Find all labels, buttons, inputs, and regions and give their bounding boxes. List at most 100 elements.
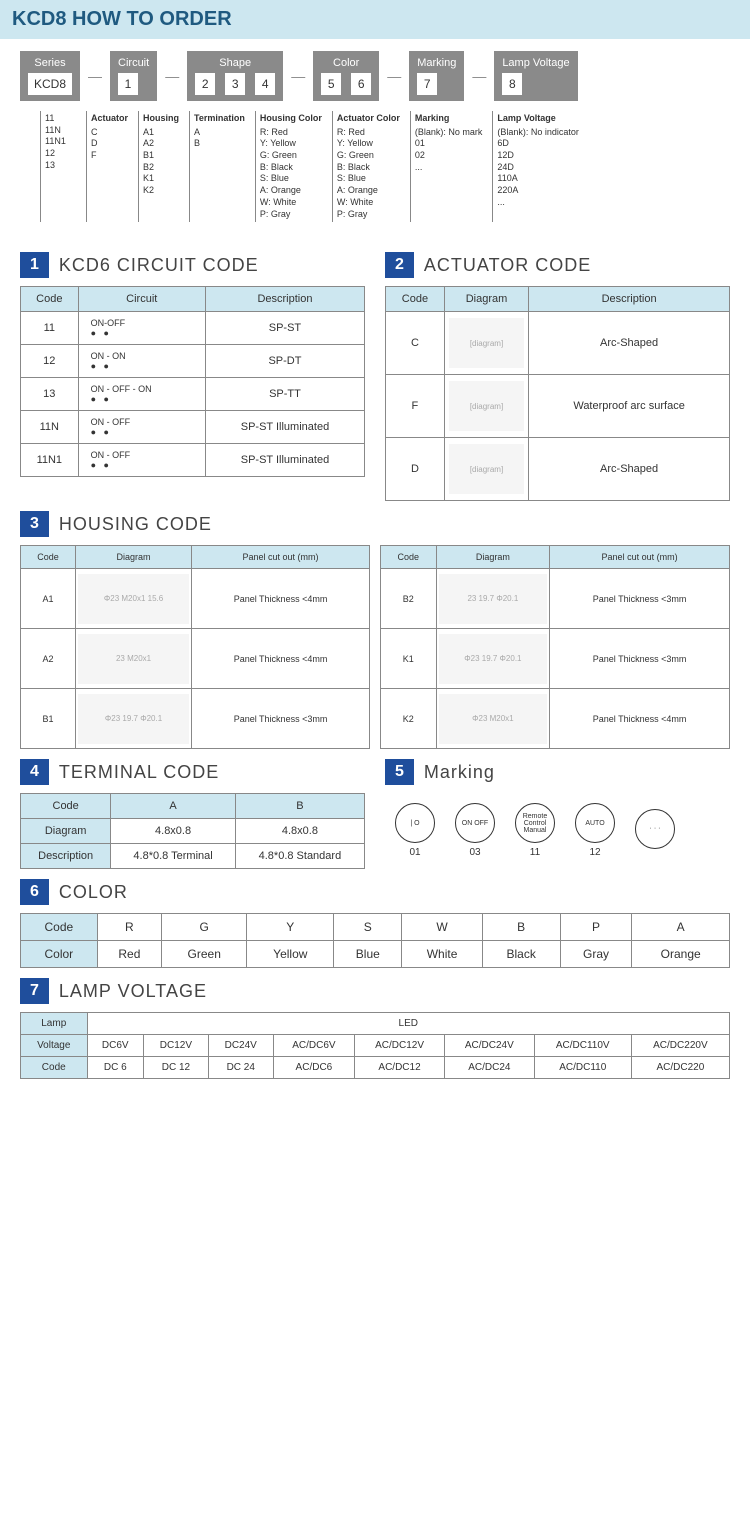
td: Arc-Shaped — [529, 312, 730, 375]
cell: Code — [21, 1057, 88, 1079]
cell: AC/DC12V — [355, 1035, 445, 1057]
td: B1 — [21, 689, 76, 749]
th: Code — [381, 546, 437, 569]
cell: Green — [162, 941, 247, 968]
option-column: ActuatorCDF — [86, 111, 132, 222]
cell: AC/DC24 — [444, 1057, 534, 1079]
td: Panel Thickness <3mm — [550, 629, 730, 689]
td: [diagram] — [444, 312, 528, 375]
cell: W — [402, 914, 482, 941]
actuator-table: CodeDiagramDescriptionC[diagram]Arc-Shap… — [385, 286, 730, 501]
cell: Yellow — [247, 941, 334, 968]
cell: Red — [97, 941, 161, 968]
td: SP-TT — [205, 378, 364, 411]
cell: AC/DC6V — [273, 1035, 354, 1057]
title-3: HOUSING CODE — [59, 514, 212, 535]
option-column: Lamp Voltage(Blank): No indicator6D12D24… — [492, 111, 583, 222]
td: Arc-Shaped — [529, 438, 730, 501]
td: Panel Thickness <4mm — [550, 689, 730, 749]
td: 13 — [21, 378, 79, 411]
section-housing: 3 HOUSING CODE CodeDiagramPanel cut out … — [20, 511, 730, 749]
td: K1 — [381, 629, 437, 689]
cell: A — [632, 914, 730, 941]
option-column: Marking(Blank): No mark0102... — [410, 111, 487, 222]
table-row: A1Φ23 M20x1 15.6Panel Thickness <4mm — [21, 569, 370, 629]
section-circuit: 1 KCD6 CIRCUIT CODE CodeCircuitDescripti… — [20, 252, 365, 501]
section-lamp: 7 LAMP VOLTAGE LampLEDVoltageDC6VDC12VDC… — [20, 978, 730, 1079]
td: D — [386, 438, 445, 501]
td: ON-OFF● ● — [78, 312, 205, 345]
order-box: Color56 — [313, 51, 379, 101]
option-column: TerminationAB — [189, 111, 249, 222]
table-row: F[diagram]Waterproof arc surface — [386, 375, 730, 438]
cell: AC/DC110V — [534, 1035, 631, 1057]
dash: — — [88, 68, 102, 84]
td: Panel Thickness <3mm — [192, 689, 370, 749]
td: 4.8x0.8 — [235, 819, 364, 844]
td: 11 — [21, 312, 79, 345]
order-box: Shape234 — [187, 51, 283, 101]
td: Φ23 M20x1 15.6 — [76, 569, 192, 629]
dash: — — [472, 68, 486, 84]
td: K2 — [381, 689, 437, 749]
th: Description — [205, 287, 364, 312]
cell: DC 6 — [87, 1057, 143, 1079]
section-color: 6 COLOR CodeRGYSWBPAColorRedGreenYellowB… — [20, 879, 730, 968]
td: ON - ON● ● — [78, 345, 205, 378]
option-column: Housing ColorR: RedY: YellowG: GreenB: B… — [255, 111, 326, 222]
td: Description — [21, 844, 111, 869]
circuit-table: CodeCircuitDescription11ON-OFF● ●SP-ST12… — [20, 286, 365, 477]
title-6: COLOR — [59, 882, 128, 903]
td: [diagram] — [444, 375, 528, 438]
td: SP-DT — [205, 345, 364, 378]
td: ON - OFF - ON● ● — [78, 378, 205, 411]
table-row: 11N1ON - OFF● ●SP-ST Illuminated — [21, 444, 365, 477]
td: 12 — [21, 345, 79, 378]
table-row: Description4.8*0.8 Terminal4.8*0.8 Stand… — [21, 844, 365, 869]
th: Diagram — [76, 546, 192, 569]
td: [diagram] — [444, 438, 528, 501]
td: A2 — [21, 629, 76, 689]
td: SP-ST Illuminated — [205, 411, 364, 444]
cell: Black — [482, 941, 560, 968]
cell: AC/DC12 — [355, 1057, 445, 1079]
cell: LED — [87, 1013, 729, 1035]
dash: — — [387, 68, 401, 84]
cell: Code — [21, 914, 98, 941]
table-row: B1Φ23 19.7 Φ20.1Panel Thickness <3mm — [21, 689, 370, 749]
th: Code — [21, 546, 76, 569]
th: Code — [386, 287, 445, 312]
cell: P — [560, 914, 632, 941]
title-5: Marking — [424, 762, 495, 783]
cell: DC24V — [208, 1035, 273, 1057]
table-row: 11ON-OFF● ●SP-ST — [21, 312, 365, 345]
cell: Y — [247, 914, 334, 941]
td: 4.8x0.8 — [111, 819, 236, 844]
cell: AC/DC220 — [631, 1057, 729, 1079]
th: Diagram — [436, 546, 550, 569]
cell: Gray — [560, 941, 632, 968]
badge-1: 1 — [20, 252, 49, 278]
td: Panel Thickness <4mm — [192, 569, 370, 629]
td: Panel Thickness <4mm — [192, 629, 370, 689]
section-actuator: 2 ACTUATOR CODE CodeDiagramDescriptionC[… — [385, 252, 730, 501]
cell: AC/DC6 — [273, 1057, 354, 1079]
cell: DC12V — [144, 1035, 209, 1057]
cell: White — [402, 941, 482, 968]
option-column: HousingA1A2B1B2K1K2 — [138, 111, 183, 222]
td: 11N — [21, 411, 79, 444]
cell: R — [97, 914, 161, 941]
cell: DC 12 — [144, 1057, 209, 1079]
th: Code — [21, 794, 111, 819]
marking-item: | O01 — [395, 803, 435, 858]
cell: AC/DC24V — [444, 1035, 534, 1057]
order-box: Lamp Voltage8 — [494, 51, 577, 101]
title-7: LAMP VOLTAGE — [59, 981, 207, 1002]
td: 23 19.7 Φ20.1 — [436, 569, 550, 629]
td: ON - OFF● ● — [78, 444, 205, 477]
marking-item: AUTO12 — [575, 803, 615, 858]
td: 4.8*0.8 Terminal — [111, 844, 236, 869]
td: SP-ST Illuminated — [205, 444, 364, 477]
title-1: KCD6 CIRCUIT CODE — [59, 255, 259, 276]
cell: AC/DC220V — [631, 1035, 729, 1057]
